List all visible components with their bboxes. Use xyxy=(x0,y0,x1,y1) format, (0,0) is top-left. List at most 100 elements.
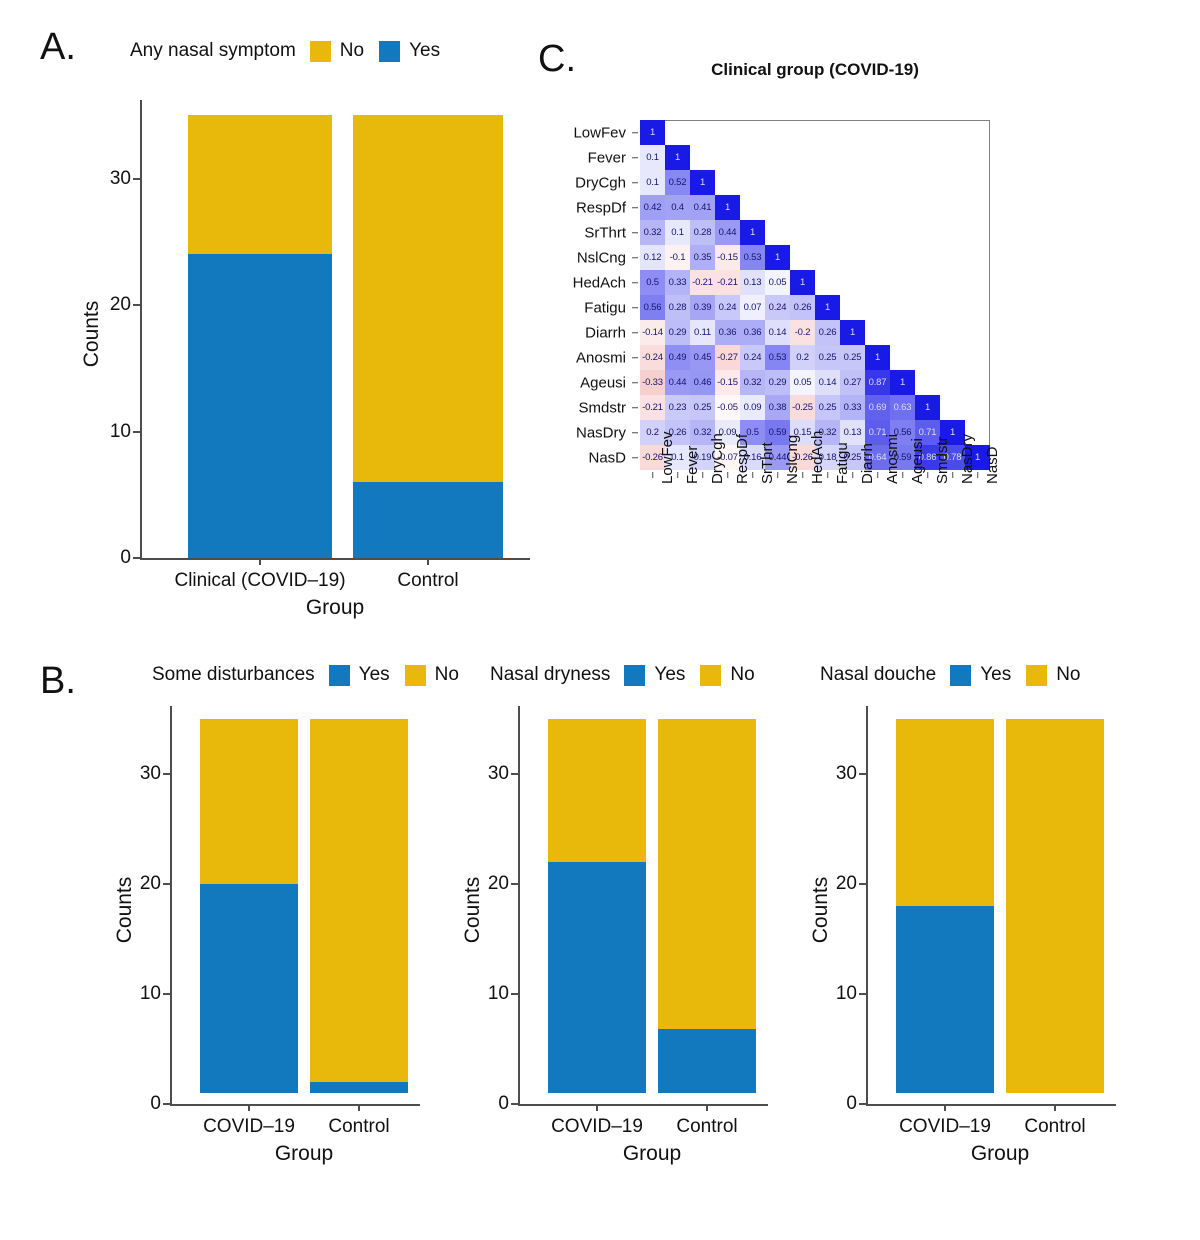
matrix-cell: 0.33 xyxy=(665,270,690,295)
matrix-cell: 0.23 xyxy=(665,395,690,420)
panel-b-letter: B. xyxy=(40,660,76,702)
matrix-cell: 0.1 xyxy=(665,220,690,245)
legend-swatch-yes[interactable] xyxy=(950,664,972,686)
matrix-col-tick xyxy=(976,472,979,478)
matrix-col-tick xyxy=(876,472,879,478)
bar-covid19[interactable] xyxy=(200,719,298,1093)
matrix-col-tick xyxy=(951,472,954,478)
matrix-cell: 1 xyxy=(865,345,890,370)
legend-swatch-yes[interactable] xyxy=(379,40,401,62)
matrix-cell: 0.26 xyxy=(815,320,840,345)
matrix-row-label: HedAch xyxy=(572,274,626,291)
panel-a-xtick-clinical: Clinical (COVID–19) xyxy=(174,570,346,591)
panel-a-legend: Any nasal symptom No Yes xyxy=(130,40,446,62)
bar-segment-yes[interactable] xyxy=(353,482,503,558)
bar-segment-yes[interactable] xyxy=(658,1029,756,1093)
matrix-cell: 0.32 xyxy=(815,420,840,445)
matrix-col-tick xyxy=(901,472,904,478)
matrix-col-tick xyxy=(726,472,729,478)
matrix-cell: 1 xyxy=(715,195,740,220)
bar-segment-yes[interactable] xyxy=(200,884,298,1093)
bar-segment-no[interactable] xyxy=(658,719,756,1030)
matrix-cell: 0.19 xyxy=(690,445,715,470)
panel-b2-ytick-10: 10 xyxy=(487,983,509,1004)
panel-b2-ytickmark-10 xyxy=(511,993,518,995)
panel-c-letter: C. xyxy=(538,38,576,80)
bar-segment-yes[interactable] xyxy=(310,1081,408,1093)
bar-segment-no[interactable] xyxy=(1006,719,1104,1093)
matrix-cell: 0.38 xyxy=(765,395,790,420)
matrix-row-label: Diarrh xyxy=(585,324,626,341)
matrix-cell: 0.25 xyxy=(815,395,840,420)
matrix-cell: 1 xyxy=(940,420,965,445)
panel-a-ytickmark-20 xyxy=(133,304,140,306)
matrix-col-tick xyxy=(851,472,854,478)
bar-segment-yes[interactable] xyxy=(188,254,332,558)
matrix-cell: 0.1 xyxy=(640,145,665,170)
matrix-cell: -0.05 xyxy=(715,395,740,420)
bar-segment-yes[interactable] xyxy=(896,906,994,1093)
bar-covid19[interactable] xyxy=(896,719,994,1093)
bar-segment-no[interactable] xyxy=(200,719,298,885)
legend-swatch-yes[interactable] xyxy=(328,664,350,686)
legend-swatch-no[interactable] xyxy=(1026,664,1048,686)
panel-a-ytick-0: 0 xyxy=(120,547,131,568)
legend-swatch-no[interactable] xyxy=(309,40,331,62)
matrix-cell: 0.59 xyxy=(765,420,790,445)
panel-b2-plot: 0 10 20 30 COVID–19 Control Group Counts xyxy=(461,706,768,1165)
panel-b1-ytick-30: 30 xyxy=(139,763,161,784)
matrix-cell: 0.52 xyxy=(665,170,690,195)
bar-segment-no[interactable] xyxy=(548,719,646,863)
matrix-cell: 0.49 xyxy=(665,345,690,370)
panel-b2-ytick-0: 0 xyxy=(498,1093,509,1114)
matrix-cell: 0.09 xyxy=(740,395,765,420)
panel-a-x-axis-line xyxy=(140,558,530,560)
matrix-cell: 0.44 xyxy=(715,220,740,245)
panel-b2-xtickmark-1 xyxy=(706,1104,708,1111)
bar-segment-no[interactable] xyxy=(310,719,408,1082)
matrix-col-tick xyxy=(676,472,679,478)
panel-a-xtickmark-1 xyxy=(427,558,429,565)
matrix-cell: 0.2 xyxy=(640,420,665,445)
panel-a-plot: 0 10 20 30 Clinical (COVID–19) Control G… xyxy=(80,100,530,619)
legend-swatch-no[interactable] xyxy=(404,664,426,686)
bar-covid19[interactable] xyxy=(548,719,646,1093)
matrix-col-label: DryCgh xyxy=(708,433,726,484)
matrix-row-tick xyxy=(632,281,638,284)
matrix-cell: 0.16 xyxy=(740,445,765,470)
legend-label-yes: Yes xyxy=(654,664,686,685)
bar-segment-no[interactable] xyxy=(188,115,332,255)
matrix-cell: -0.1 xyxy=(665,245,690,270)
matrix-row-label: RespDf xyxy=(575,199,626,216)
matrix-cell: 0.46 xyxy=(690,370,715,395)
matrix-cell: -0.14 xyxy=(640,320,665,345)
matrix-cell: 1 xyxy=(965,445,990,470)
legend-swatch-no[interactable] xyxy=(700,664,722,686)
matrix-cell: -0.2 xyxy=(790,320,815,345)
matrix-cell: -0.21 xyxy=(715,270,740,295)
panel-b1-ytick-20: 20 xyxy=(139,873,161,894)
panel-a-ytickmark-0 xyxy=(133,557,140,559)
panel-b2-y-axis-title: Counts xyxy=(461,876,484,944)
matrix-row-label: Fever xyxy=(587,149,626,166)
legend-label-yes: Yes xyxy=(980,664,1012,685)
matrix-cell: -0.15 xyxy=(715,245,740,270)
legend-swatch-yes[interactable] xyxy=(624,664,646,686)
bar-control[interactable] xyxy=(658,719,756,1093)
bar-segment-no[interactable] xyxy=(353,115,503,483)
matrix-cell: -0.25 xyxy=(790,395,815,420)
matrix-row-label: NslCng xyxy=(576,249,626,266)
bar-segment-no[interactable] xyxy=(896,719,994,907)
bar-control[interactable] xyxy=(1006,719,1104,1093)
bar-clinical[interactable] xyxy=(188,115,332,558)
bar-control[interactable] xyxy=(353,115,503,558)
bar-segment-yes[interactable] xyxy=(548,862,646,1093)
matrix-cell: 1 xyxy=(765,245,790,270)
matrix-cell: 0.29 xyxy=(665,320,690,345)
matrix-cell: 1 xyxy=(790,270,815,295)
bar-control[interactable] xyxy=(310,719,408,1093)
matrix-cell: 0.25 xyxy=(690,395,715,420)
panel-a-x-axis-title: Group xyxy=(305,596,365,619)
matrix-cell: 0.45 xyxy=(690,345,715,370)
matrix-cell: 0.25 xyxy=(840,345,865,370)
